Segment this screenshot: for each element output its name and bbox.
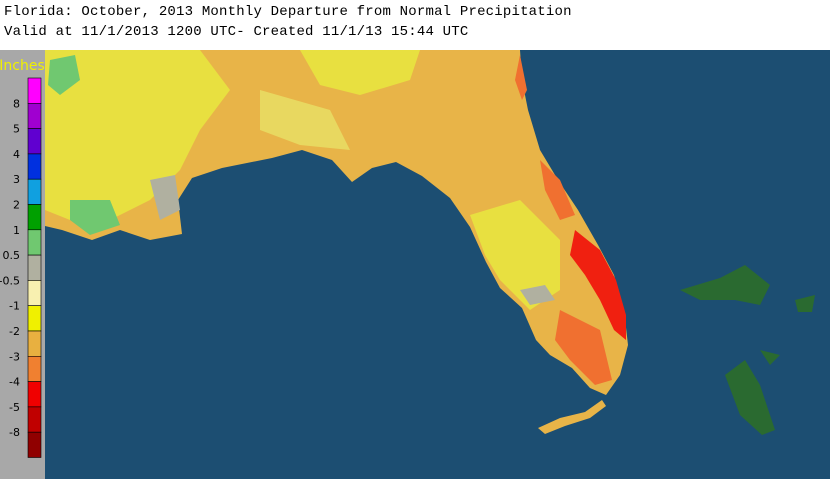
legend-swatch xyxy=(27,204,42,231)
legend-label: -3 xyxy=(9,350,20,363)
legend-label: 4 xyxy=(13,148,20,161)
legend-swatch xyxy=(27,153,42,180)
bahamas xyxy=(795,295,815,312)
map-title: Florida: October, 2013 Monthly Departure… xyxy=(4,4,572,20)
legend-swatch xyxy=(27,406,42,433)
header: Florida: October, 2013 Monthly Departure… xyxy=(0,0,830,50)
bahamas xyxy=(725,360,775,435)
legend-label: 8 xyxy=(13,97,20,110)
legend-label: -4 xyxy=(9,376,20,389)
land-yellow xyxy=(260,90,350,150)
map-subtitle: Valid at 11/1/2013 1200 UTC- Created 11/… xyxy=(4,24,469,40)
legend-swatch xyxy=(27,280,42,306)
legend-label: 5 xyxy=(13,123,20,136)
legend-swatch xyxy=(27,178,42,205)
land-yellow xyxy=(470,200,560,310)
land-yellow xyxy=(300,50,420,95)
legend-label: -0.5 xyxy=(0,274,20,287)
land-yellow xyxy=(45,50,230,220)
legend-swatch xyxy=(27,330,42,357)
legend-label: 1 xyxy=(13,224,20,237)
legend-label: -1 xyxy=(9,300,20,313)
legend-swatch xyxy=(27,128,42,155)
legend-swatch xyxy=(27,77,42,104)
bahamas xyxy=(760,350,780,365)
land-red xyxy=(570,230,626,340)
legend-label: 2 xyxy=(13,199,20,212)
legend-swatch xyxy=(27,229,42,256)
legend-swatch xyxy=(27,355,42,382)
legend-label: -5 xyxy=(9,401,20,414)
land-green xyxy=(48,55,80,95)
legend-swatch xyxy=(27,102,42,129)
legend-label: -2 xyxy=(9,325,20,338)
map: Inches 8 5 4 3 2 1 0.5 -0.5 -1 -2 -3 -4 -5 -8 xyxy=(0,50,830,479)
legend-title: Inches xyxy=(0,58,45,74)
legend-swatch xyxy=(27,381,42,408)
keys xyxy=(538,400,606,434)
land-orange xyxy=(540,160,575,220)
legend-label: -8 xyxy=(9,426,20,439)
legend-swatch xyxy=(27,305,42,332)
land-green xyxy=(70,200,120,235)
legend-label: 0.5 xyxy=(3,249,21,262)
land-orange xyxy=(515,55,527,100)
land-orange xyxy=(555,310,612,385)
land-gray xyxy=(520,285,555,305)
legend: 8 5 4 3 2 1 0.5 -0.5 -1 -2 -3 -4 -5 -8 xyxy=(0,77,42,458)
legend-swatch xyxy=(27,254,42,281)
land-gray xyxy=(150,175,180,220)
bahamas xyxy=(680,265,770,305)
legend-swatch xyxy=(27,431,42,458)
legend-label: 3 xyxy=(13,173,20,186)
